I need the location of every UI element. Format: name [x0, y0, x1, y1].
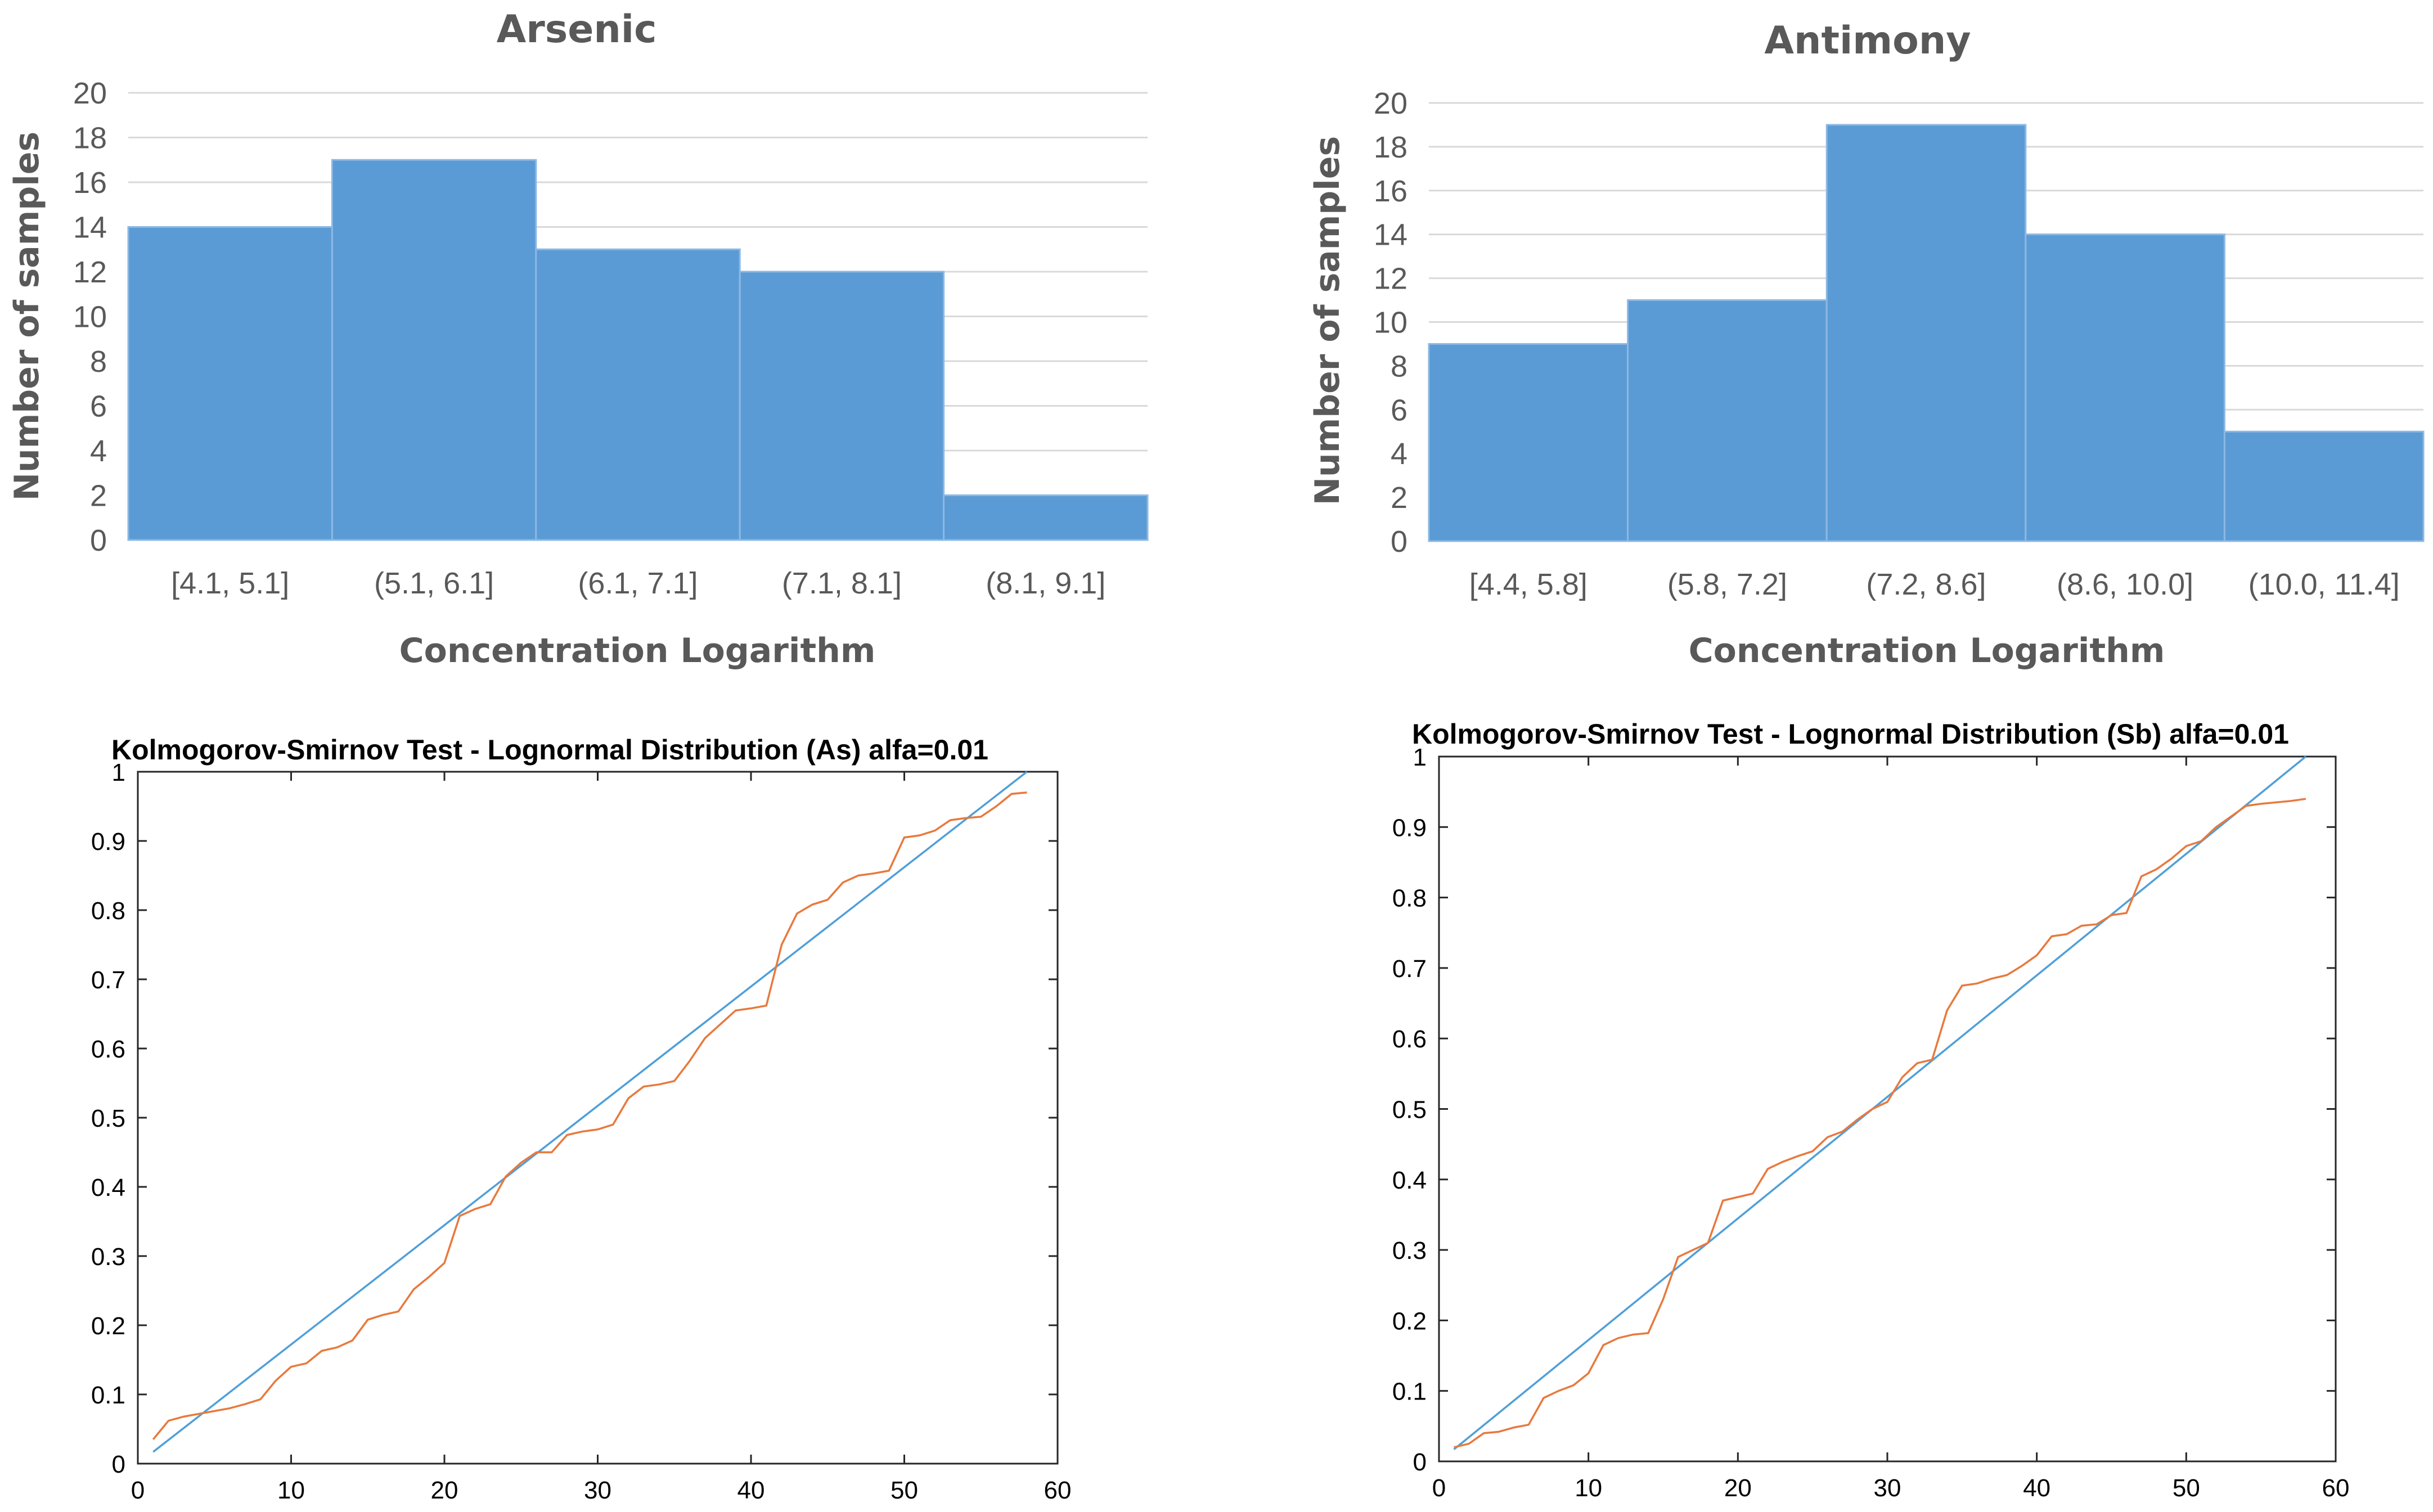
antimony-bar	[1428, 343, 1629, 542]
antimony-y-axis-label: Number of samples	[1308, 136, 1347, 505]
ks-antimony-y-tick-label: 0.5	[1392, 1096, 1427, 1124]
antimony-x-tick-label: (10.0, 11.4]	[2248, 568, 2400, 601]
ks-arsenic-y-tick-label: 0.9	[91, 828, 125, 856]
arsenic-y-tick-label: 8	[90, 345, 107, 379]
antimony-y-tick-label: 20	[1374, 87, 1407, 120]
antimony-bar	[1825, 124, 2027, 542]
ks-antimony-x-tick-label: 10	[1575, 1474, 1602, 1502]
arsenic-y-tick-label: 6	[90, 390, 107, 424]
antimony-y-tick-label: 0	[1391, 525, 1407, 559]
ks-antimony-y-tick-label: 1	[1413, 744, 1427, 771]
arsenic-y-tick-label: 2	[90, 479, 107, 513]
arsenic-bar	[535, 248, 741, 541]
ks-arsenic-theoretical-line	[152, 771, 1028, 1453]
arsenic-y-axis-label: Number of samples	[7, 132, 47, 501]
ks-antimony-y-tick-label: 0	[1413, 1448, 1427, 1476]
antimony-bar	[2025, 233, 2225, 542]
ks-arsenic-axes-box	[137, 771, 1059, 1465]
antimony-x-tick-label: [4.4, 5.8]	[1469, 568, 1587, 601]
ks-arsenic-x-tick-label: 30	[584, 1477, 611, 1504]
ks-arsenic-empirical-line	[152, 791, 1027, 1441]
ks-test-antimony-plot: Kolmogorov-Smirnov Test - Lognormal Dist…	[1392, 718, 2350, 1502]
ks-antimony-x-tick-label: 40	[2023, 1474, 2050, 1502]
ks-antimony-y-tick-label: 0.9	[1392, 814, 1427, 842]
arsenic-bar	[739, 271, 945, 541]
ks-arsenic-y-tick-label: 0.4	[91, 1174, 125, 1202]
ks-antimony-empirical-line	[1454, 798, 2306, 1448]
ks-arsenic-y-tick-label: 0.5	[91, 1105, 125, 1132]
antimony-y-tick-label: 6	[1391, 393, 1407, 427]
ks-arsenic-x-tick-label: 20	[431, 1477, 458, 1504]
ks-antimony-y-tick-label: 0.6	[1392, 1025, 1427, 1053]
ks-antimony-theoretical-line	[1453, 755, 2306, 1451]
ks-antimony-x-tick-label: 0	[1432, 1474, 1446, 1502]
antimony-x-tick-label: (7.2, 8.6]	[1866, 568, 1986, 601]
ks-antimony-x-tick-label: 60	[2322, 1474, 2350, 1502]
antimony-y-tick-label: 10	[1374, 306, 1407, 340]
arsenic-x-tick-label: (8.1, 9.1]	[986, 566, 1105, 600]
ks-arsenic-y-tick-label: 0.1	[91, 1382, 125, 1409]
antimony-x-tick-label: (8.6, 10.0]	[2057, 568, 2193, 601]
ks-arsenic-y-tick-label: 0.8	[91, 897, 125, 925]
ks-arsenic-y-tick-label: 0.2	[91, 1312, 125, 1340]
arsenic-bar	[127, 226, 333, 541]
antimony-histogram: Antimony Concentration Logarithm Number …	[1308, 19, 2425, 670]
ks-antimony-x-tick-label: 20	[1724, 1474, 1752, 1502]
arsenic-y-tick-label: 0	[90, 524, 107, 557]
arsenic-bar	[331, 159, 537, 541]
arsenic-x-tick-label: (6.1, 7.1]	[578, 566, 698, 600]
arsenic-x-tick-label: (5.1, 6.1]	[374, 566, 494, 600]
antimony-bar	[1627, 299, 1828, 542]
arsenic-x-axis-label: Concentration Logarithm	[399, 631, 876, 670]
ks-test-arsenic-plot: Kolmogorov-Smirnov Test - Lognormal Dist…	[91, 734, 1072, 1504]
antimony-y-tick-label: 18	[1374, 130, 1407, 164]
ks-arsenic-x-tick-label: 40	[737, 1477, 765, 1504]
ks-antimony-x-tick-label: 30	[1874, 1474, 1901, 1502]
antimony-y-tick-label: 2	[1391, 481, 1407, 515]
antimony-y-tick-label: 12	[1374, 262, 1407, 296]
arsenic-y-tick-label: 14	[73, 211, 107, 245]
ks-antimony-y-tick-label: 0.3	[1392, 1237, 1427, 1264]
ks-arsenic-x-tick-label: 60	[1044, 1477, 1072, 1504]
antimony-y-tick-label: 14	[1374, 218, 1407, 252]
arsenic-y-tick-label: 12	[73, 255, 107, 289]
ks-antimony-y-tick-label: 0.7	[1392, 955, 1427, 983]
ks-antimony-title: Kolmogorov-Smirnov Test - Lognormal Dist…	[1412, 718, 2289, 750]
ks-arsenic-y-tick-label: 0	[112, 1451, 125, 1478]
ks-arsenic-y-tick-label: 1	[112, 759, 125, 786]
arsenic-y-tick-label: 4	[90, 434, 107, 468]
arsenic-x-tick-label: [4.1, 5.1]	[171, 566, 289, 600]
ks-antimony-y-tick-label: 0.8	[1392, 885, 1427, 912]
antimony-bar	[2223, 430, 2425, 542]
ks-arsenic-y-tick-label: 0.7	[91, 966, 125, 994]
ks-antimony-y-tick-label: 0.2	[1392, 1307, 1427, 1335]
arsenic-y-tick-label: 18	[73, 122, 107, 155]
ks-arsenic-title: Kolmogorov-Smirnov Test - Lognormal Dist…	[111, 734, 988, 766]
antimony-title: Antimony	[1764, 19, 1971, 63]
ks-antimony-y-tick-label: 0.1	[1392, 1378, 1427, 1406]
arsenic-y-tick-label: 10	[73, 300, 107, 334]
arsenic-y-tick-label: 16	[73, 166, 107, 200]
antimony-y-tick-label: 4	[1391, 437, 1407, 471]
antimony-y-tick-label: 16	[1374, 174, 1407, 208]
ks-arsenic-x-tick-label: 0	[131, 1477, 145, 1504]
arsenic-histogram: Arsenic Concentration Logarithm Number o…	[7, 7, 1149, 670]
ks-antimony-axes-box	[1438, 755, 2337, 1462]
ks-arsenic-y-tick-label: 0.3	[91, 1243, 125, 1271]
antimony-x-tick-label: (5.8, 7.2]	[1667, 568, 1787, 601]
ks-arsenic-x-tick-label: 50	[891, 1477, 918, 1504]
antimony-x-axis-label: Concentration Logarithm	[1689, 631, 2165, 670]
antimony-y-tick-label: 8	[1391, 349, 1407, 383]
ks-antimony-x-tick-label: 50	[2173, 1474, 2200, 1502]
arsenic-title: Arsenic	[497, 7, 657, 52]
arsenic-bar	[943, 494, 1149, 541]
ks-arsenic-x-tick-label: 10	[277, 1477, 305, 1504]
arsenic-y-tick-label: 20	[73, 76, 107, 110]
arsenic-x-tick-label: (7.1, 8.1]	[782, 566, 902, 600]
ks-antimony-y-tick-label: 0.4	[1392, 1167, 1427, 1194]
ks-arsenic-y-tick-label: 0.6	[91, 1036, 125, 1063]
